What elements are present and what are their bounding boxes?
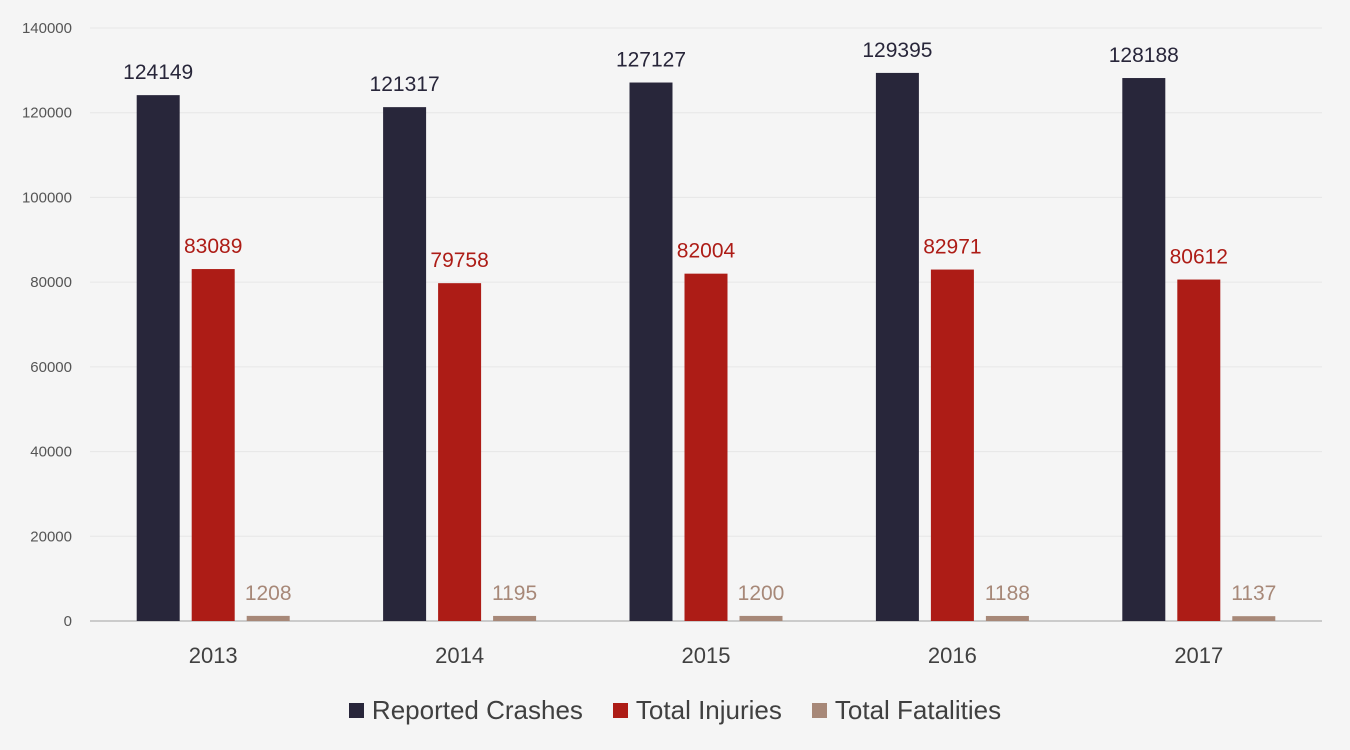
data-label: 1208 [245, 582, 292, 605]
legend-swatch [811, 702, 827, 718]
y-tick-label: 80000 [30, 274, 72, 291]
bar [136, 95, 180, 621]
x-tick-label: 2014 [435, 643, 484, 668]
bar [246, 615, 290, 621]
data-label: 80612 [1170, 246, 1228, 269]
x-tick-label: 2017 [1174, 643, 1223, 668]
y-tick-label: 120000 [22, 105, 72, 122]
legend-item: Total Injuries [612, 694, 782, 726]
y-tick-label: 140000 [22, 20, 72, 37]
y-tick-label: 20000 [30, 528, 72, 545]
bar [629, 82, 673, 621]
y-tick-label: 100000 [22, 189, 72, 206]
bar [493, 615, 537, 621]
legend-label: Total Fatalities [834, 694, 1002, 725]
data-label: 129395 [862, 39, 932, 62]
bar [684, 273, 728, 621]
bar [438, 283, 482, 621]
x-tick-label: 2013 [189, 643, 238, 668]
data-label: 124149 [123, 61, 193, 84]
bar [930, 269, 974, 621]
x-tick-label: 2015 [682, 643, 731, 668]
legend-swatch [612, 702, 628, 718]
data-label: 127127 [616, 49, 686, 72]
data-label: 1200 [738, 582, 785, 605]
legend-label: Reported Crashes [371, 694, 583, 725]
bar [1177, 279, 1221, 621]
data-label: 79758 [430, 249, 488, 272]
y-tick-label: 60000 [30, 359, 72, 376]
data-label: 128188 [1109, 44, 1179, 67]
bar-chart: 0 20000 40000 60000 80000 100000 120000 140000 1… [22, 20, 1322, 668]
data-label: 83089 [184, 235, 242, 258]
bar [739, 615, 783, 621]
legend-label: Total Injuries [635, 694, 782, 725]
y-tick-label: 0 [64, 613, 72, 630]
bar [985, 615, 1029, 621]
data-label: 1188 [985, 582, 1030, 605]
data-label: 1195 [492, 582, 537, 605]
bar [875, 72, 919, 622]
data-label: 1137 [1231, 582, 1276, 605]
data-label: 82004 [677, 240, 736, 263]
legend-swatch [348, 702, 364, 718]
bar [1122, 78, 1166, 622]
legend-item: Reported Crashes [348, 694, 583, 726]
bar [1232, 616, 1276, 621]
x-tick-label: 2016 [928, 643, 977, 668]
y-tick-label: 40000 [30, 444, 72, 461]
bar [383, 107, 427, 621]
data-label: 82971 [923, 236, 981, 259]
legend: Reported Crashes Total Injuries Total Fata… [0, 690, 1350, 730]
bar [191, 269, 235, 621]
legend-item: Total Fatalities [811, 694, 1002, 726]
data-label: 121317 [370, 73, 440, 96]
